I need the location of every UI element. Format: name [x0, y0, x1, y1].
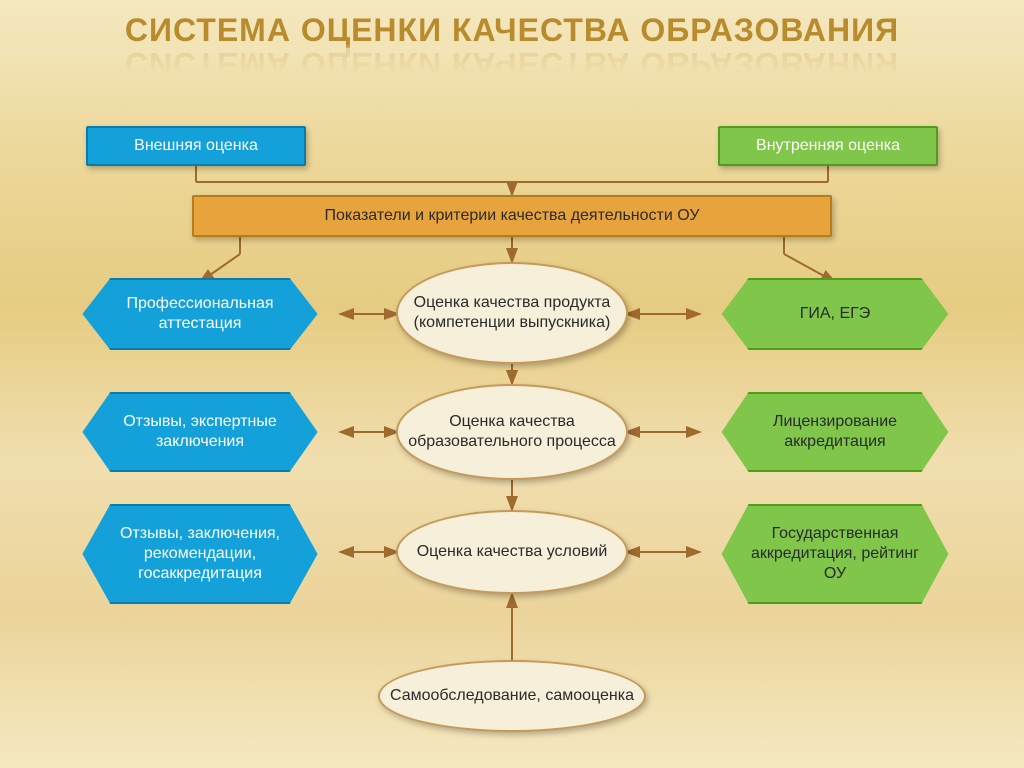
node-self: Самообследование, самооценка	[378, 660, 646, 732]
node-state-label: Государственная аккредитация, рейтинг ОУ	[742, 524, 928, 584]
node-gia-label: ГИА, ЕГЭ	[800, 304, 871, 324]
node-reviews1-label: Отзывы, экспертные заключения	[102, 412, 298, 452]
node-criteria: Показатели и критерии качества деятельно…	[192, 195, 832, 237]
node-product: Оценка качества продукта (компетенции вы…	[396, 262, 628, 364]
node-external: Внешняя оценка	[86, 126, 306, 166]
node-prof-label: Профессиональная аттестация	[102, 294, 298, 334]
node-process: Оценка качества образовательного процесс…	[396, 384, 628, 480]
node-criteria-label: Показатели и критерии качества деятельно…	[325, 206, 700, 226]
node-conditions-label: Оценка качества условий	[417, 542, 608, 562]
node-self-label: Самообследование, самооценка	[390, 686, 634, 706]
node-internal-label: Внутренняя оценка	[756, 136, 900, 156]
page-title-reflection: СИСТЕМА ОЦЕНКИ КАЧЕСТВА ОБРАЗОВАНИЯ	[0, 45, 1024, 82]
node-reviews2-label: Отзывы, заключения, рекомендации, госакк…	[102, 524, 298, 584]
node-product-label: Оценка качества продукта (компетенции вы…	[408, 293, 616, 333]
node-license-label: Лицензирование аккредитация	[742, 412, 928, 452]
node-external-label: Внешняя оценка	[134, 136, 258, 156]
page-title: СИСТЕМА ОЦЕНКИ КАЧЕСТВА ОБРАЗОВАНИЯ	[0, 12, 1024, 49]
node-internal: Внутренняя оценка	[718, 126, 938, 166]
page-title-wrap: СИСТЕМА ОЦЕНКИ КАЧЕСТВА ОБРАЗОВАНИЯ СИСТ…	[0, 12, 1024, 82]
node-process-label: Оценка качества образовательного процесс…	[408, 412, 616, 452]
node-conditions: Оценка качества условий	[396, 510, 628, 594]
